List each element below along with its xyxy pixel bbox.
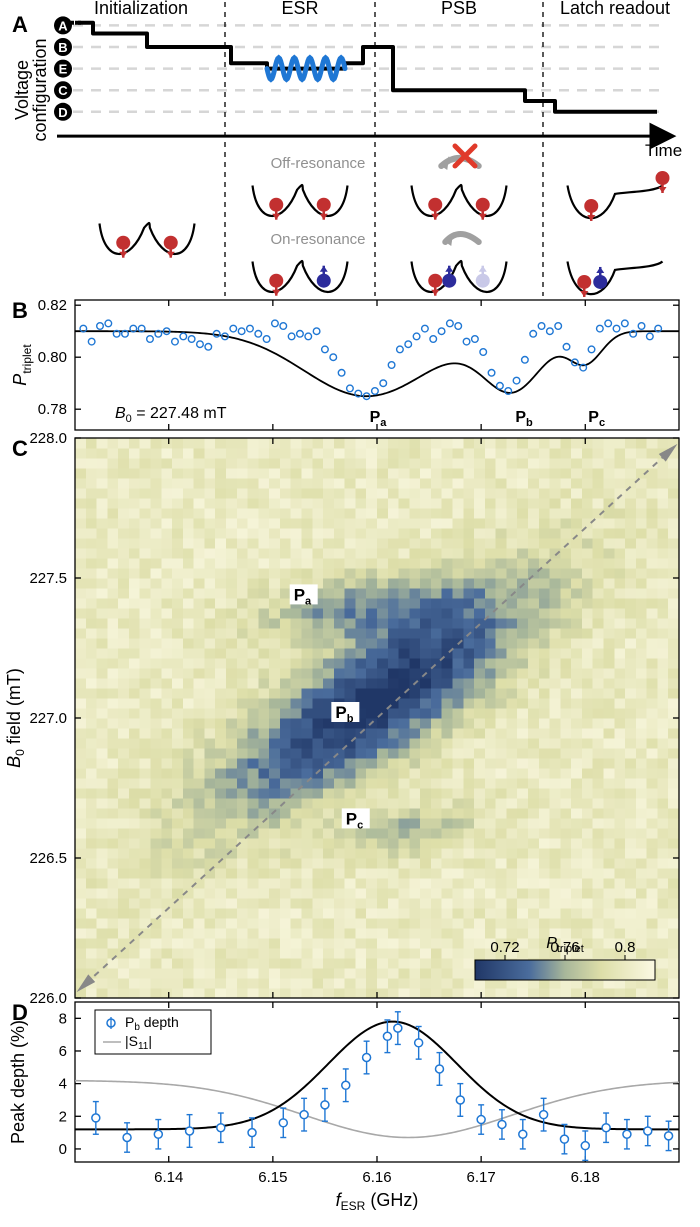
svg-text:0: 0 <box>59 1141 67 1158</box>
svg-text:Pa: Pa <box>370 409 388 429</box>
svg-text:Time: Time <box>645 141 682 160</box>
svg-text:fESR (GHz): fESR (GHz) <box>336 1190 419 1213</box>
svg-text:B: B <box>58 40 67 55</box>
svg-text:228.0: 228.0 <box>29 430 67 447</box>
svg-text:6.16: 6.16 <box>362 1169 391 1186</box>
svg-text:2: 2 <box>59 1108 67 1125</box>
svg-text:Pb: Pb <box>515 409 533 429</box>
svg-text:Peak depth (%): Peak depth (%) <box>8 1020 28 1144</box>
svg-text:C: C <box>58 83 68 98</box>
svg-text:Latch readout: Latch readout <box>560 0 670 18</box>
svg-text:Ptriplet: Ptriplet <box>10 344 34 386</box>
svg-text:6.17: 6.17 <box>467 1169 496 1186</box>
svg-text:0.82: 0.82 <box>38 297 67 314</box>
svg-text:0.80: 0.80 <box>38 349 67 366</box>
svg-text:227.0: 227.0 <box>29 710 67 727</box>
svg-text:C: C <box>12 436 28 461</box>
svg-text:0.72: 0.72 <box>490 939 519 956</box>
svg-text:Voltageconfiguration: Voltageconfiguration <box>12 38 50 141</box>
svg-text:6: 6 <box>59 1043 67 1060</box>
svg-text:8: 8 <box>59 1010 67 1027</box>
svg-text:PSB: PSB <box>441 0 477 18</box>
svg-text:226.0: 226.0 <box>29 990 67 1007</box>
svg-text:Off-resonance: Off-resonance <box>271 155 366 172</box>
svg-text:227.5: 227.5 <box>29 570 67 587</box>
svg-text:Initialization: Initialization <box>94 0 188 18</box>
svg-text:B0 = 227.48 mT: B0 = 227.48 mT <box>115 405 227 425</box>
svg-text:B0 field (mT): B0 field (mT) <box>4 668 27 768</box>
svg-text:A: A <box>58 18 68 33</box>
figure-container: AVoltageconfigurationABECDInitialization… <box>0 0 700 1227</box>
svg-text:On-resonance: On-resonance <box>270 231 365 248</box>
svg-text:0.76: 0.76 <box>550 939 579 956</box>
svg-text:226.5: 226.5 <box>29 850 67 867</box>
svg-text:6.14: 6.14 <box>154 1169 183 1186</box>
svg-text:A: A <box>12 12 28 37</box>
svg-text:0.78: 0.78 <box>38 401 67 418</box>
svg-text:B: B <box>12 298 28 323</box>
svg-text:6.18: 6.18 <box>571 1169 600 1186</box>
svg-text:0.8: 0.8 <box>615 939 636 956</box>
svg-text:4: 4 <box>59 1076 67 1093</box>
svg-text:6.15: 6.15 <box>258 1169 287 1186</box>
svg-text:ESR: ESR <box>281 0 318 18</box>
svg-text:D: D <box>58 105 67 120</box>
svg-text:E: E <box>59 62 68 77</box>
figure-svg: AVoltageconfigurationABECDInitialization… <box>0 0 700 1227</box>
svg-text:Pc: Pc <box>588 409 605 429</box>
